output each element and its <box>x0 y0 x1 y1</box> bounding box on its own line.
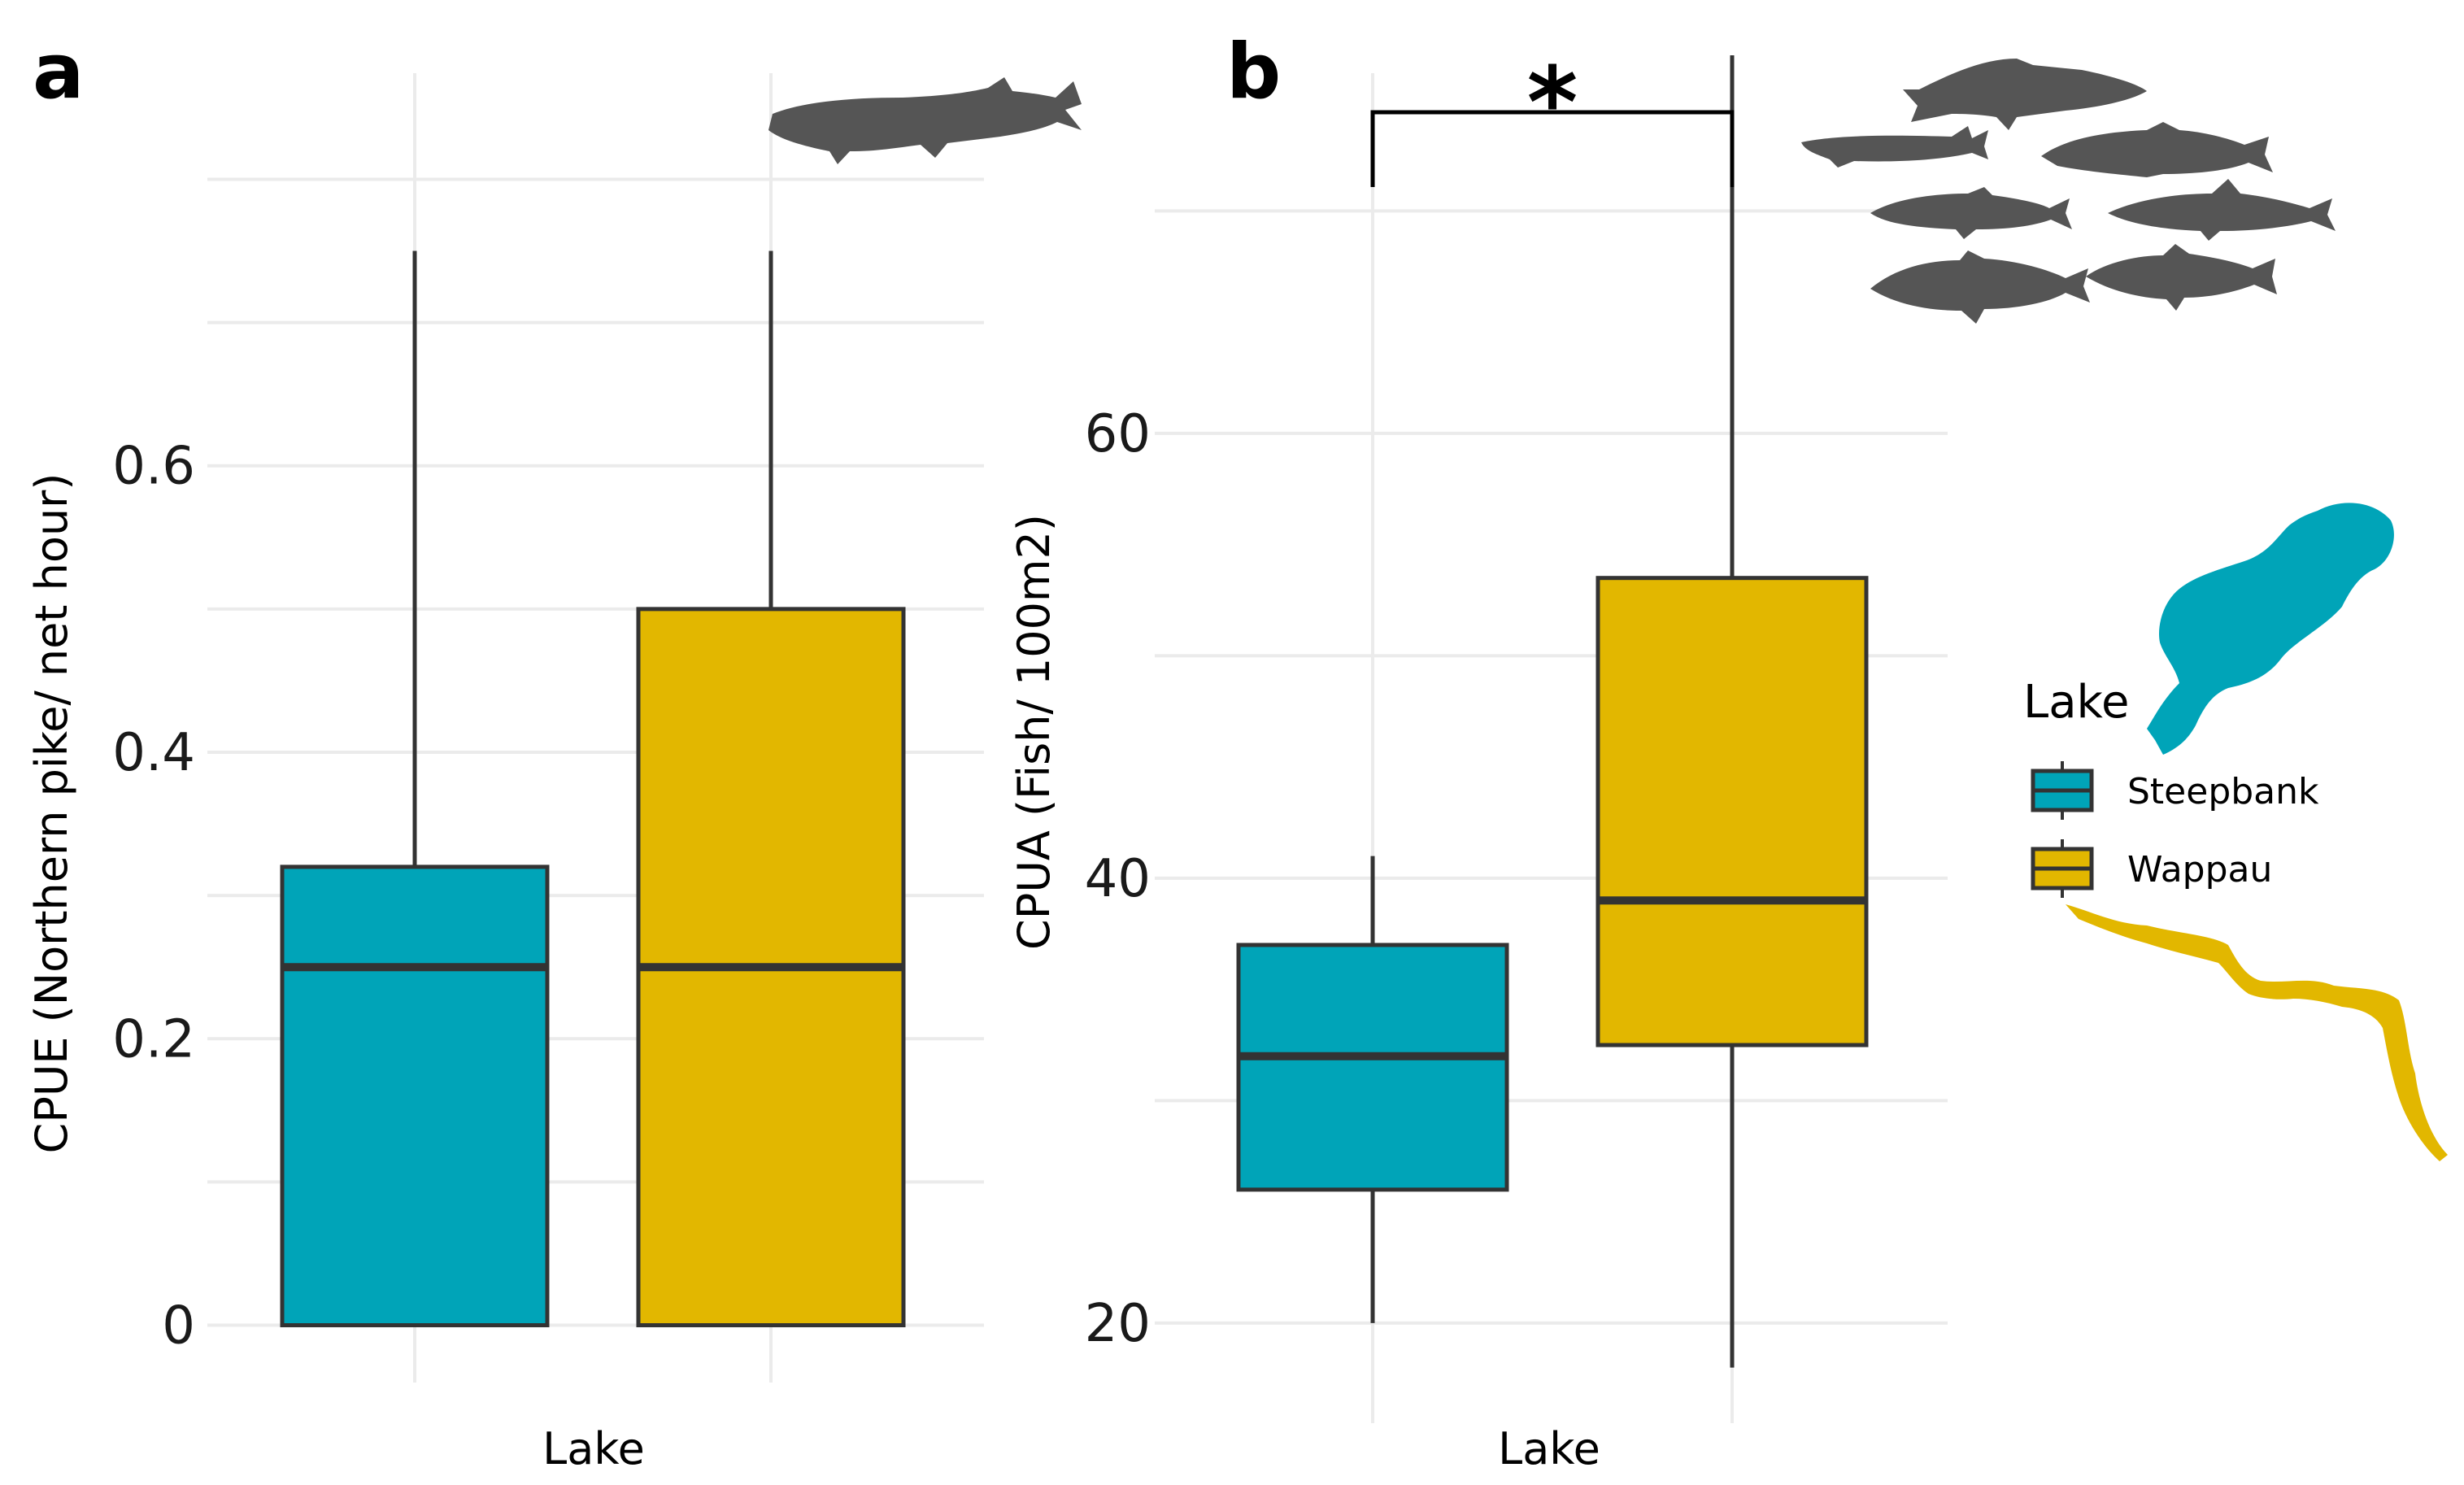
legend-item-steepbank: Steepbank <box>2031 761 2319 820</box>
panel-a-box-steepbank <box>280 864 550 1328</box>
legend-item-wappau: Wappau <box>2031 839 2272 898</box>
panel-a-y-tick-label: 0.4 <box>112 723 195 783</box>
panel-b-box-wappau <box>1596 576 1869 1047</box>
northern-pike-icon <box>768 77 1082 164</box>
panel-a-y-tick-label: 0.6 <box>112 437 195 497</box>
panel-a-plot: 0 0.2 0.4 0.6 CPUE (Northern pike/ net hour… <box>26 73 984 1474</box>
legend-label-wappau: Wappau <box>2127 849 2272 891</box>
legend: Lake Steepbank Wappau <box>2023 676 2319 898</box>
panel-b-box-steepbank <box>1236 943 1509 1192</box>
panel-b-plot: 20 40 60 * CPUA (Fish/ 100m2) Lake <box>1008 47 1948 1474</box>
panel-b-y-tick-label: 20 <box>1085 1294 1151 1354</box>
panel-letter-a: a <box>33 28 84 116</box>
legend-title: Lake <box>2023 676 2129 729</box>
significance-label: * <box>1527 47 1578 160</box>
panel-a-y-ticks: 0 0.2 0.4 0.6 <box>112 437 195 1357</box>
panel-b-x-axis-title: Lake <box>1498 1423 1600 1474</box>
panel-b-y-axis-title: CPUA (Fish/ 100m2) <box>1008 514 1060 950</box>
panel-letter-b: b <box>1226 28 1281 116</box>
fish-community-icon <box>1801 59 2336 324</box>
steepbank-lake-map-icon <box>2147 503 2394 755</box>
panel-b-boxes <box>1236 54 1869 1368</box>
panel-b-y-tick-label: 60 <box>1085 404 1151 464</box>
panel-b-y-tick-label: 40 <box>1085 849 1151 909</box>
legend-label-steepbank: Steepbank <box>2127 771 2319 812</box>
panel-a-y-tick-label: 0.2 <box>112 1009 195 1069</box>
significance-bracket-line <box>1370 110 1735 187</box>
panel-b-y-ticks: 20 40 60 <box>1085 404 1151 1354</box>
panel-a-boxes <box>280 250 906 1328</box>
panel-a-x-axis-title: Lake <box>542 1423 645 1474</box>
panel-a-y-tick-label: 0 <box>162 1296 195 1357</box>
significance-bracket: * <box>1370 47 1735 187</box>
wappau-lake-map-icon <box>2066 904 2448 1161</box>
panel-a-y-axis-title: CPUE (Northern pike/ net hour) <box>26 473 77 1154</box>
